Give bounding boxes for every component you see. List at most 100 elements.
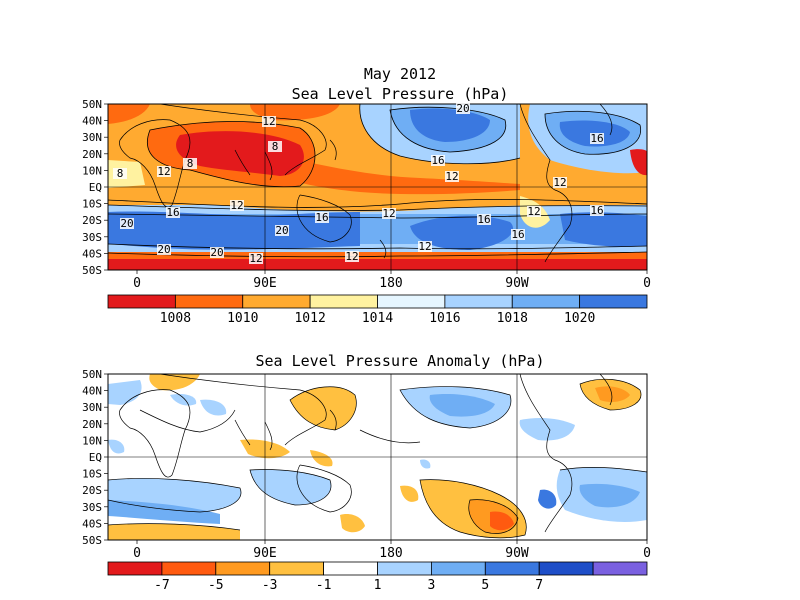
slp-contour-label-bg [345, 251, 359, 262]
slp-lat-label: EQ [89, 181, 102, 194]
slp-contour-label-bg [210, 247, 224, 258]
slp-lat-label: 40S [82, 247, 102, 260]
anomaly-colorbar-swatch [269, 561, 325, 576]
slp-contour-label: 12 [445, 170, 458, 183]
slp-contour-label: 12 [157, 165, 170, 178]
slp-lat-label: 20N [82, 148, 102, 161]
anomaly-colorbar-label: 3 [427, 578, 435, 593]
slp-contour-label-bg [157, 244, 171, 255]
figure-title: May 2012 [363, 65, 437, 83]
slp-colorbar-label: 1014 [362, 311, 393, 326]
anomaly-colorbar-label: 1 [374, 578, 382, 593]
slp-contour-label-bg [456, 103, 470, 114]
slp-contour-label: 16 [477, 213, 490, 226]
anomaly-colorbar: -7 -5 -3 -1 1 3 5 7 [107, 561, 648, 593]
slp-contour-label: 16 [315, 211, 328, 224]
slp-fields [108, 104, 647, 270]
slp-lat-axis: 50N 40N 30N 20N 10N EQ 10S 20S 30S 40S 50S [82, 98, 108, 277]
slp-contour-label-bg [527, 206, 541, 217]
anomaly-map: 50N 40N 30N 20N 10N EQ 10S 20S 30S 40S 50S 0 90E 180… [82, 368, 651, 593]
anomaly-lat-axis: 50N 40N 30N 20N 10N EQ 10S 20S 30S 40S 50S [82, 368, 108, 547]
slp-coastlines [119, 104, 613, 263]
anomaly-lat-label: 20N [82, 418, 102, 431]
anomaly-colorbar-label: -5 [208, 578, 224, 593]
slp-lon-label: 0 [643, 276, 651, 291]
slp-contour-label-bg [157, 166, 171, 177]
slp-contour-label-bg [477, 214, 491, 225]
anomaly-colorbar-swatch [377, 561, 432, 576]
anomaly-lon-label: 0 [133, 546, 141, 561]
slp-contour-label: 12 [345, 250, 358, 263]
anomaly-lat-label: 20S [82, 484, 102, 497]
slp-contour-label: 12 [249, 252, 262, 265]
anomaly-panel-title: Sea Level Pressure Anomaly (hPa) [255, 352, 545, 370]
slp-contour-label-bg [431, 155, 445, 166]
slp-contour-label-bg [262, 116, 276, 127]
slp-lat-label: 40N [82, 115, 102, 128]
slp-contour-label-bg [418, 241, 432, 252]
slp-contour-label-bg [445, 171, 459, 182]
slp-lon-label: 90E [253, 276, 276, 291]
slp-contour-label-bg [249, 253, 263, 264]
slp-contour-label: 12 [230, 199, 243, 212]
slp-contour-label: 12 [553, 176, 566, 189]
slp-contour-label-bg [553, 177, 567, 188]
slp-contour-label: 8 [117, 167, 124, 180]
slp-contour-label-bg [166, 207, 180, 218]
slp-colorbar-swatch [107, 294, 176, 309]
slp-lon-label: 90W [505, 276, 529, 291]
slp-colorbar: 1008 1010 1012 1014 1016 1018 1020 [107, 294, 648, 326]
slp-contour-label: 16 [590, 204, 603, 217]
anomaly-lat-label: 40S [82, 517, 102, 530]
slp-colorbar-swatch [511, 294, 581, 309]
anomaly-lat-label: 50S [82, 534, 102, 547]
slp-contour-label: 16 [431, 154, 444, 167]
anomaly-colorbar-swatch [161, 561, 217, 576]
anomaly-colorbar-label: 5 [481, 578, 489, 593]
slp-contour-label: 20 [120, 217, 133, 230]
slp-contour-label-bg [113, 168, 127, 179]
anomaly-lat-label: 40N [82, 385, 102, 398]
anomaly-coastlines [119, 374, 613, 533]
slp-contour-label: 20 [157, 243, 170, 256]
slp-contour-label-bg [590, 133, 604, 144]
slp-contour-label-bg [120, 218, 134, 229]
slp-colorbar-label: 1010 [227, 311, 258, 326]
slp-contour-label-bg [275, 225, 289, 236]
slp-lon-label: 180 [379, 276, 402, 291]
anomaly-colorbar-swatch [215, 561, 271, 576]
slp-contour-label: 12 [527, 205, 540, 218]
anomaly-lat-label: 10N [82, 434, 102, 447]
slp-contour-label: 20 [456, 102, 469, 115]
anomaly-lon-label: 0 [643, 546, 651, 561]
slp-colorbar-label: 1020 [564, 311, 595, 326]
slp-contour-label: 20 [275, 224, 288, 237]
anomaly-lat-label: 10S [82, 468, 102, 481]
anomaly-lon-label: 90W [505, 546, 529, 561]
slp-contour-label-bg [511, 229, 525, 240]
slp-contour-label-bg [590, 205, 604, 216]
slp-contour-label-bg [230, 200, 244, 211]
slp-lat-label: 20S [82, 214, 102, 227]
slp-contour-label: 8 [187, 157, 194, 170]
slp-colorbar-label: 1018 [497, 311, 528, 326]
anomaly-colorbar-label: 7 [535, 578, 543, 593]
slp-contour-label-bg [268, 141, 282, 152]
slp-lat-label: 30S [82, 231, 102, 244]
anomaly-colorbar-swatch [107, 561, 163, 576]
anomaly-colorbar-label: -3 [262, 578, 278, 593]
slp-contour-label: 8 [272, 140, 279, 153]
anomaly-colorbar-label: -7 [154, 578, 170, 593]
anomaly-lat-label: 50N [82, 368, 102, 381]
anomaly-lon-label: 90E [253, 546, 276, 561]
anomaly-colorbar-swatch [538, 561, 594, 576]
anomaly-colorbar-swatch [430, 561, 486, 576]
slp-panel-title: Sea Level Pressure (hPa) [291, 85, 509, 103]
slp-colorbar-label: 1016 [429, 311, 460, 326]
slp-lat-label: 50S [82, 264, 102, 277]
slp-lon-axis: 0 90E 180 90W 0 [133, 270, 651, 291]
anomaly-fields [108, 374, 647, 540]
slp-contour-label: 12 [382, 207, 395, 220]
